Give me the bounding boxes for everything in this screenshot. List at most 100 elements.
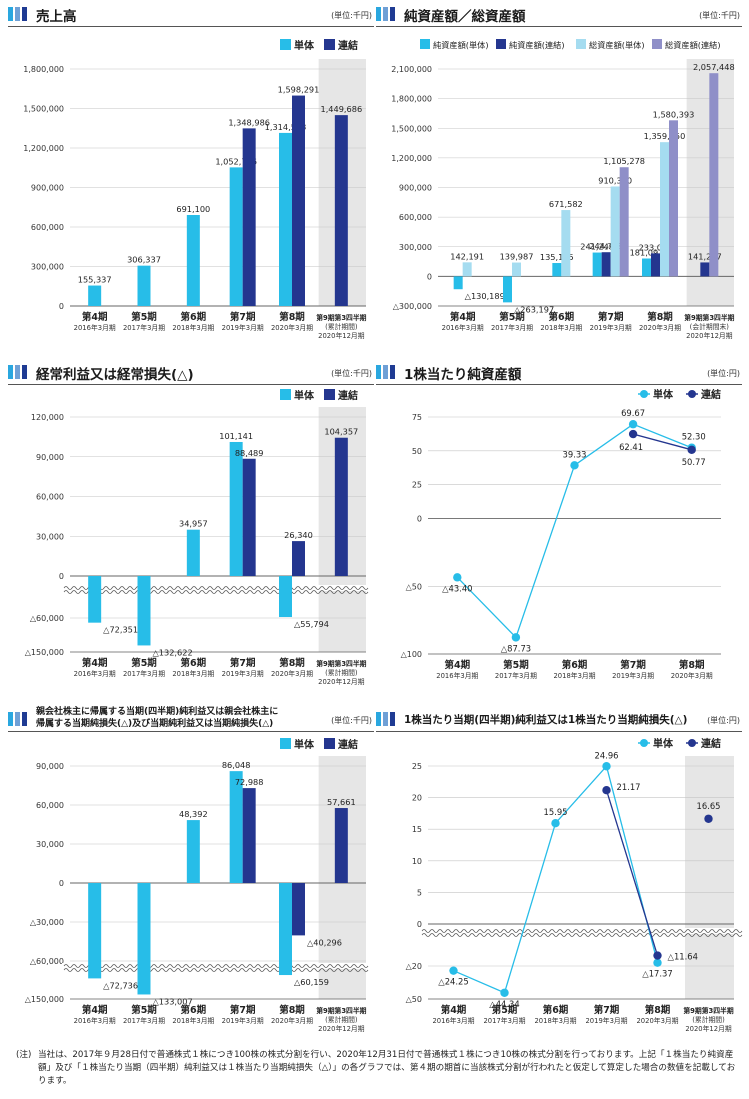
bar-value-label: 244,768 — [589, 241, 623, 251]
title-rule — [376, 731, 742, 732]
x-category-label: 第4期 — [450, 311, 476, 323]
data-point-consolidated — [653, 951, 662, 960]
legend-marker — [688, 390, 696, 398]
bar-total-single — [512, 262, 521, 277]
point-value-label: △17.37 — [642, 969, 672, 979]
x-category-label: 第9期第3四半期 — [316, 1006, 366, 1015]
bps-chart-svg: △100△500255075第4期2016年3月期第5期2017年3月期第6期2… — [401, 388, 721, 680]
x-sub-label: 2018年3月期 — [540, 323, 582, 332]
bar-single — [229, 167, 243, 306]
x-sub-label: 2016年3月期 — [436, 671, 478, 680]
legend-label: 連結 — [338, 39, 358, 52]
bar-value-label: 26,340 — [284, 530, 313, 540]
y-tick-label: 0 — [59, 302, 64, 311]
title-marker-icon — [8, 7, 30, 21]
bar-value-label: 306,337 — [127, 255, 161, 265]
bar-value-label: 1,359,050 — [644, 131, 686, 141]
bar-single — [88, 576, 102, 623]
bar-total-single — [660, 142, 669, 277]
bar-single — [503, 276, 512, 303]
netincome-title-line2: 帰属する当期純損失(△)及び当期純利益又は当期純損失(△) — [36, 719, 274, 729]
bps-chart-unit: (単位:円) — [707, 369, 740, 378]
bar-value-label: △72,736 — [103, 980, 138, 990]
y-tick-label: 20 — [412, 794, 422, 803]
y-tick-label: 60,000 — [36, 801, 64, 810]
data-point-single — [653, 958, 662, 967]
axis-break-line — [63, 586, 369, 590]
y-tick-label: △60,000 — [30, 614, 64, 623]
data-point-single — [570, 461, 579, 470]
x-category-label: 第9期第3四半期 — [684, 313, 734, 322]
bar-value-label: △132,622 — [153, 647, 193, 657]
x-sub-label: 2017年3月期 — [483, 1016, 525, 1025]
axis-break-line — [63, 590, 369, 594]
y-tick-label: 0 — [417, 920, 422, 929]
bar-total-single — [561, 210, 571, 277]
title-marker-icon — [376, 712, 398, 726]
y-tick-label: △60,000 — [30, 957, 64, 966]
legend-swatch — [420, 39, 430, 49]
x-category-label: 第5期 — [131, 1004, 157, 1016]
x-sub-label: 2018年3月期 — [553, 671, 595, 680]
bar-value-label: △40,296 — [307, 937, 342, 947]
y-tick-label: △100 — [401, 650, 422, 659]
legend-label: 単体 — [653, 388, 674, 401]
bar-value-label: 181,093 — [630, 247, 664, 257]
ordinary-income-chart-panel: 経常利益又は経常損失(△) (単位:千円) △150,000 △60,000 0 30… — [8, 362, 374, 722]
bar-value-label: 241,249 — [580, 242, 614, 252]
axis-break-gap — [62, 585, 368, 591]
netincome-title-line1: 親会社株主に帰属する当期(四半期)純利益又は親会社株主に — [36, 707, 279, 717]
assets-chart-svg: △300,000 0 300,000 600,000 900,000 1,200,000 1… — [391, 39, 735, 340]
point-value-label: △11.64 — [668, 952, 698, 962]
y-tick-label: 1,500,000 — [23, 105, 64, 114]
x-sub-label: 2017年3月期 — [123, 669, 165, 678]
bar-value-label: 1,052,796 — [215, 156, 257, 166]
x-category-label: 第6期 — [549, 311, 575, 323]
point-value-label: 21.17 — [617, 782, 641, 792]
ordinary-chart-title: 経常利益又は経常損失(△) — [36, 367, 194, 383]
x-category-label: 第6期 — [181, 311, 207, 323]
legend-marker — [640, 739, 648, 747]
bar-single — [186, 215, 200, 306]
y-tick-label: 60,000 — [36, 493, 64, 502]
bar-single — [88, 883, 102, 979]
data-point-single — [511, 633, 521, 642]
bps-chart-header: 1株当たり純資産額 (単位:円) — [376, 362, 742, 384]
bar-single — [642, 258, 651, 277]
x-category-label: 第6期 — [181, 1004, 207, 1016]
x-sub-label: 2019年3月期 — [585, 1016, 627, 1025]
y-tick-label: 1,800,000 — [23, 65, 64, 74]
x-category-label: 第8期 — [279, 1004, 305, 1016]
net-income-chart-panel: 親会社株主に帰属する当期(四半期)純利益又は親会社株主に 帰属する当期純損失(△)… — [8, 707, 374, 1069]
x-category-label: 第6期 — [181, 657, 207, 669]
y-tick-label: 0 — [417, 515, 422, 524]
legend-swatch — [280, 39, 291, 50]
title-marker-icon — [376, 7, 398, 21]
bar-value-label: △263,197 — [514, 304, 554, 314]
x-category-label: 第8期 — [647, 311, 673, 323]
bar-total-consolidated — [669, 120, 678, 277]
bar-value-label: 1,314,593 — [265, 122, 307, 132]
y-tick-label: 25 — [412, 481, 422, 490]
y-tick-label: 900,000 — [399, 184, 432, 193]
assets-chart-unit: (単位:千円) — [699, 11, 740, 20]
bar-value-label: 910,380 — [598, 175, 632, 185]
legend-swatch — [652, 39, 662, 49]
y-tick-label: 90,000 — [36, 762, 64, 771]
bar-value-label: 86,048 — [222, 760, 251, 770]
bar-value-label: △133,007 — [153, 996, 193, 1006]
y-tick-label: △300,000 — [393, 302, 432, 311]
legend-label: 単体 — [294, 738, 315, 751]
x-category-label: 第4期 — [441, 1004, 467, 1016]
sales-chart-unit: (単位:千円) — [331, 11, 372, 20]
y-tick-label: 1,200,000 — [23, 144, 64, 153]
bar-single — [137, 576, 151, 646]
bar-single — [592, 252, 602, 277]
data-point-single — [453, 573, 462, 582]
x-sub-label: 2017年3月期 — [495, 671, 537, 680]
title-rule — [8, 384, 374, 385]
x-sub-label: 2020年3月期 — [271, 1016, 313, 1025]
bar-value-label: 101,141 — [219, 431, 253, 441]
eps-chart-header: 1株当たり当期(四半期)純利益又は1株当たり当期純損失(△) (単位:円) — [376, 709, 742, 731]
